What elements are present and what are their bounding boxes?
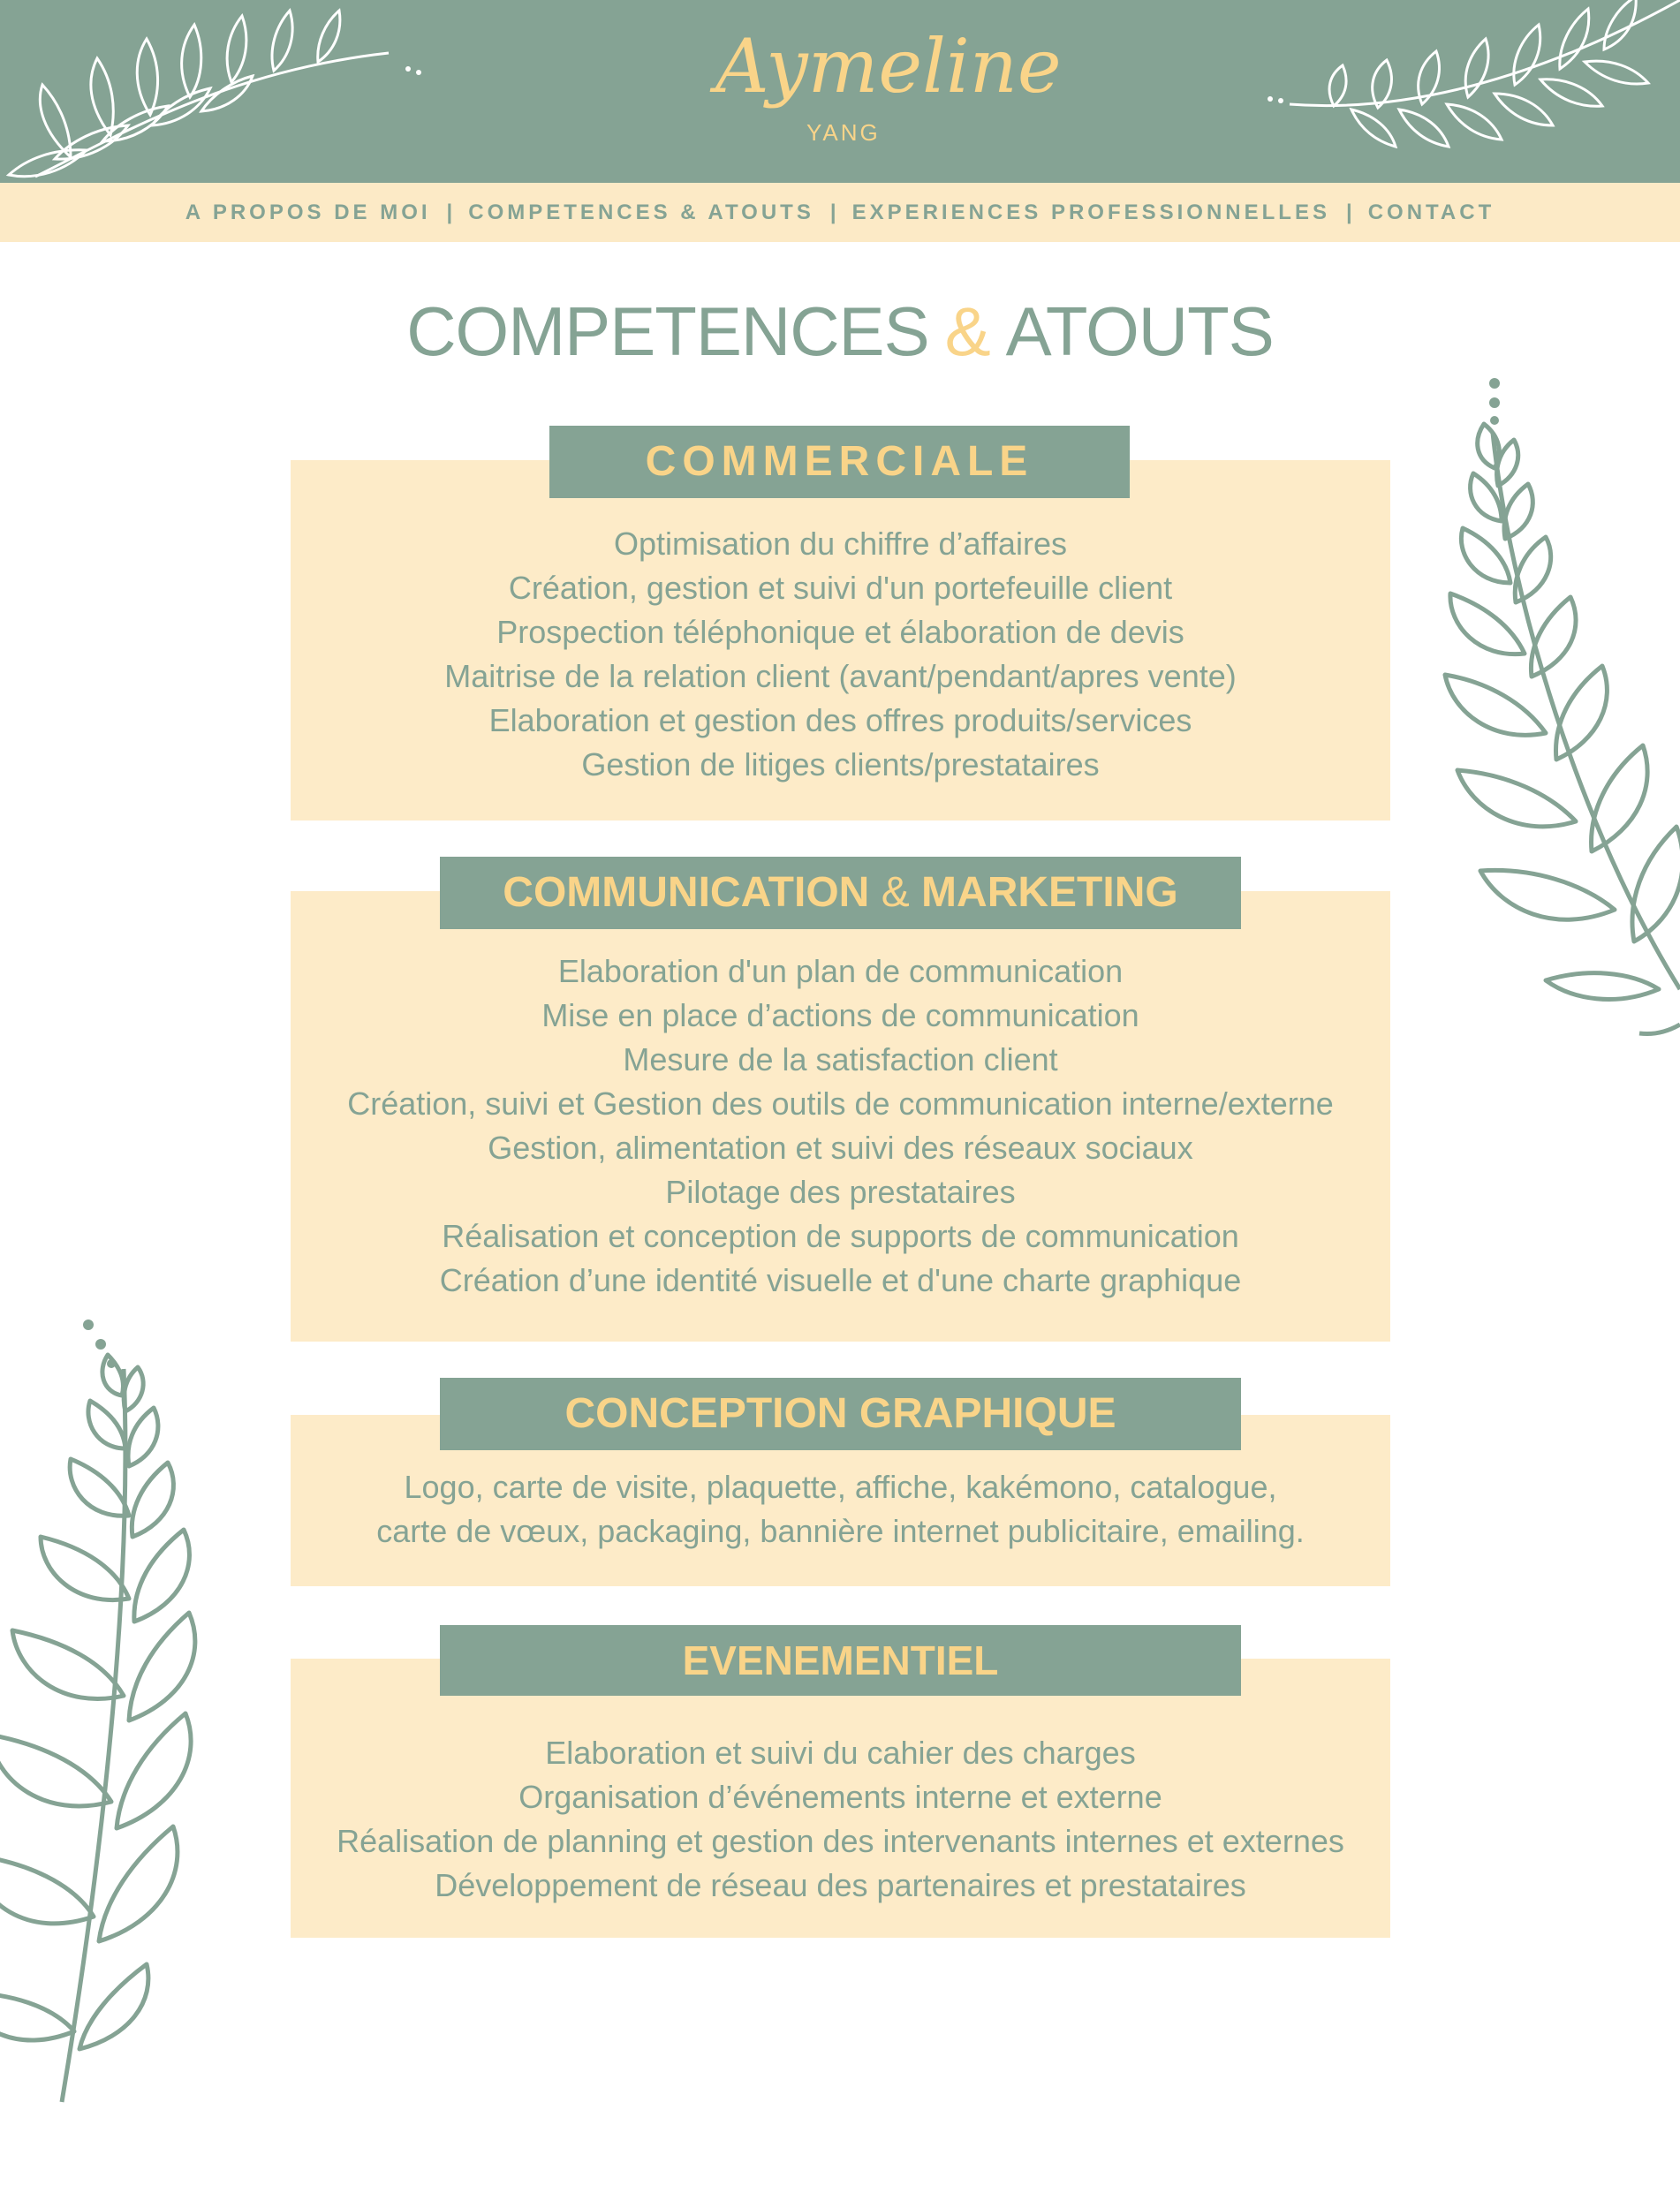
fern-leaf-icon [1442, 378, 1680, 1036]
fern-leaf-icon [5, 8, 421, 178]
section-communication-title-part2: MARKETING [921, 869, 1178, 916]
list-item: Logo, carte de visite, plaquette, affich… [404, 1469, 1277, 1505]
logo: Aymeline YANG [698, 18, 1062, 168]
nav-link-a-propos[interactable]: A PROPOS DE MOI [185, 200, 431, 224]
list-item: Mesure de la satisfaction client [623, 1041, 1058, 1078]
list-item: Organisation d’événements interne et ext… [518, 1779, 1162, 1815]
list-item: Création, suivi et Gestion des outils de… [347, 1085, 1334, 1122]
section-commerciale-title: COMMERCIALE [549, 426, 1130, 498]
list-item: Optimisation du chiffre d’affaires [614, 526, 1067, 562]
list-item: Réalisation de planning et gestion des i… [337, 1823, 1344, 1859]
page-title-part1: COMPETENCES [406, 292, 929, 370]
nav-separator: | [1345, 200, 1352, 224]
list-item: Elaboration et suivi du cahier des charg… [545, 1735, 1136, 1771]
list-item: Pilotage des prestataires [665, 1174, 1016, 1210]
section-evenementiel-title: EVENEMENTIEL [440, 1625, 1241, 1696]
list-item: Mise en place d’actions de communication [541, 997, 1139, 1033]
section-communication-list: Elaboration d'un plan de communication M… [291, 949, 1390, 1303]
list-item: Développement de réseau des partenaires … [435, 1867, 1246, 1903]
list-item: Gestion, alimentation et suivi des résea… [488, 1130, 1193, 1166]
list-item: Elaboration d'un plan de communication [557, 953, 1124, 989]
section-conception-list: Logo, carte de visite, plaquette, affich… [291, 1465, 1390, 1554]
section-evenementiel-list: Elaboration et suivi du cahier des charg… [291, 1731, 1390, 1908]
nav-separator: | [829, 200, 836, 224]
list-item: Maitrise de la relation client (avant/pe… [444, 658, 1237, 694]
list-item: Réalisation et conception de supports de… [442, 1218, 1239, 1254]
logo-subtitle: YANG [806, 119, 881, 146]
list-item: carte de vœux, packaging, bannière inter… [376, 1513, 1305, 1549]
section-communication-box [291, 891, 1390, 1342]
list-item: Création, gestion et suivi d'un portefeu… [508, 570, 1173, 606]
page-title: COMPETENCES & ATOUTS [0, 291, 1680, 372]
section-conception-title: CONCEPTION GRAPHIQUE [440, 1378, 1241, 1450]
nav-link-competences[interactable]: COMPETENCES & ATOUTS [468, 200, 814, 224]
nav-link-experiences[interactable]: EXPERIENCES PROFESSIONNELLES [851, 200, 1330, 224]
page-title-ampersand: & [944, 292, 991, 370]
list-item: Création d’une identité visuelle et d'un… [439, 1262, 1242, 1298]
fern-leaf-icon [0, 1320, 198, 2103]
page-title-part2: ATOUTS [1005, 292, 1275, 370]
list-item: Elaboration et gestion des offres produi… [488, 702, 1192, 738]
list-item: Prospection téléphonique et élaboration … [496, 614, 1184, 650]
list-item: Gestion de litiges clients/prestataires [581, 746, 1100, 783]
section-commerciale-box [291, 460, 1390, 820]
section-communication-title: COMMUNICATION & MARKETING [440, 857, 1241, 929]
nav-link-contact[interactable]: CONTACT [1367, 200, 1495, 224]
section-communication-title-ampersand: & [881, 869, 910, 916]
section-commerciale-list: Optimisation du chiffre d’affaires Créat… [291, 522, 1390, 787]
section-evenementiel-box [291, 1659, 1390, 1938]
section-communication-title-part1: COMMUNICATION [503, 869, 870, 916]
main-nav: A PROPOS DE MOI | COMPETENCES & ATOUTS | EXP… [0, 183, 1680, 242]
fern-leaf-icon [1268, 0, 1680, 149]
header-banner: Aymeline YANG [0, 0, 1680, 183]
nav-separator: | [446, 200, 453, 224]
logo-script: Aymeline [715, 23, 1062, 110]
